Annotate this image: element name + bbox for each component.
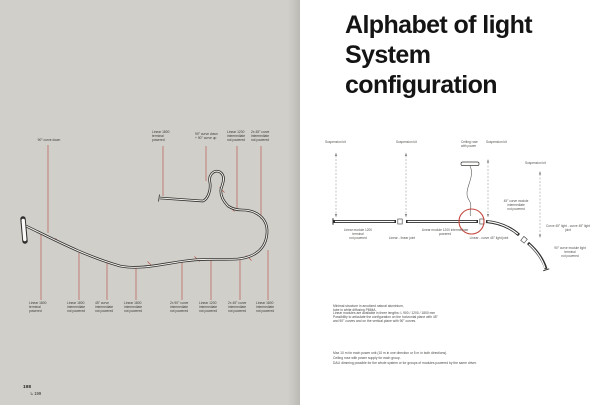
- right-assembly-diagram: [332, 152, 550, 272]
- ceiling-rose-canopy: [460, 161, 480, 166]
- page-number-current: 198: [23, 384, 32, 390]
- annotation-label: Linear 1800 terminal powered: [29, 301, 47, 313]
- annotation-label: 45° curve intermediate not powered: [95, 301, 114, 313]
- page-spine-shadow: [288, 0, 300, 405]
- joint-label: Linear - linear joint: [388, 236, 416, 240]
- right-page: Alphabet of light System configuration: [300, 0, 600, 405]
- module-label: Linear module 1200 intermediate powered: [421, 228, 469, 236]
- annotation-label: Linear 1200 intermediate not powered: [199, 301, 218, 313]
- light-tube-path: [20, 169, 269, 269]
- joint-label: Curve 45° light - curve 45° light joint: [545, 224, 590, 232]
- power-entry-highlight-circle: [458, 208, 485, 235]
- technical-notes-paragraph: Max 10 m for each power unit (10 m in on…: [333, 351, 477, 365]
- page-number-next-value: 199: [34, 390, 42, 396]
- left-page: 90° curve down Linear 1800 terminal powe…: [0, 0, 300, 405]
- annotation-label: 2x 45° curve intermediate not powered: [251, 130, 270, 142]
- power-cable: [466, 165, 472, 217]
- suspension-kit-label: Suspension kit: [396, 140, 417, 144]
- light-tube-assembly: [332, 218, 550, 272]
- annotation-label: 90° curve down: [37, 138, 61, 142]
- module-label: 90° curve module light terminal not powe…: [554, 246, 586, 258]
- ceiling-rose-label: Ceiling rose with power: [461, 140, 478, 148]
- annotation-label: Linear 1800 intermediate not powered: [124, 301, 143, 313]
- annotation-label: Linear 1800 terminal powered: [152, 130, 170, 142]
- suspension-arrows: [334, 152, 542, 238]
- annotation-label: Linear 1800 intermediate not powered: [256, 301, 275, 313]
- annotation-label: 2x 45° curve intermediate not powered: [228, 301, 247, 313]
- suspension-kit-label: Suspension kit: [525, 161, 546, 165]
- annotation-leader-lines: [40, 145, 269, 300]
- page-number-next: ↳199: [30, 391, 41, 396]
- annotation-label: Linear 1200 intermediate not powered: [227, 130, 246, 142]
- page-turn-arrow-icon: ↳: [30, 391, 34, 396]
- module-label: 45° curve module intermediate not powere…: [503, 199, 529, 211]
- left-configuration-drawing: [20, 145, 269, 300]
- suspension-kit-label: Suspension kit: [325, 140, 346, 144]
- description-paragraph: Minimal structure in anodized natural al…: [333, 304, 438, 323]
- annotation-label: 90° curve down + 90° curve up: [195, 132, 218, 140]
- joint-label: Linear - curve 45° light joint: [469, 236, 509, 240]
- annotation-label: 2x 90° curve intermediate not powered: [170, 301, 189, 313]
- module-label: Linear module 1200 terminal not powered: [343, 228, 373, 240]
- page-title: Alphabet of light System configuration: [345, 11, 533, 99]
- suspension-kit-label: Suspension kit: [486, 140, 507, 144]
- annotation-label: Linear 1800 intermediate not powered: [67, 301, 86, 313]
